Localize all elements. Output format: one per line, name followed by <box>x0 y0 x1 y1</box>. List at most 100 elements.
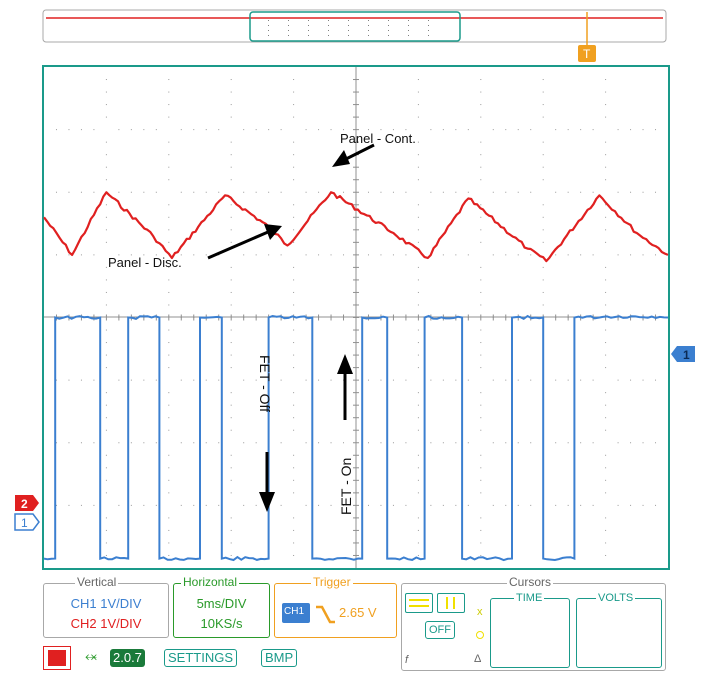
grid-dot <box>231 229 232 230</box>
ch1-scale[interactable]: CH1 1V/DIV <box>45 596 167 611</box>
grid-dot <box>156 129 157 130</box>
grid-dot <box>193 129 194 130</box>
grid-dot <box>405 192 406 193</box>
overview-dot <box>368 30 369 31</box>
samplerate-value[interactable]: 10KS/s <box>175 616 268 631</box>
grid-dot <box>206 254 207 255</box>
grid-dot <box>543 154 544 155</box>
grid-dot <box>443 505 444 506</box>
grid-dot <box>131 380 132 381</box>
grid-dot <box>630 442 631 443</box>
stop-button[interactable] <box>43 646 71 670</box>
overview-dot <box>368 20 369 21</box>
grid-dot <box>593 192 594 193</box>
grid-dot <box>455 129 456 130</box>
grid-dot <box>418 355 419 356</box>
grid-dot <box>118 129 119 130</box>
grid-dot <box>455 380 456 381</box>
vertical-cursor-toggle[interactable] <box>437 593 465 613</box>
grid-dot <box>56 254 57 255</box>
ch1-right-marker-label: 1 <box>683 348 690 362</box>
grid-dot <box>593 129 594 130</box>
trigger-marker-label: T <box>583 47 591 61</box>
trigger-level[interactable]: 2.65 V <box>339 605 377 620</box>
overview-dot <box>288 35 289 36</box>
grid-dot <box>418 430 419 431</box>
grid-dot <box>168 167 169 168</box>
trigger-marker[interactable]: T <box>578 45 596 62</box>
trigger-source-button[interactable]: CH1 <box>282 603 310 623</box>
grid-dot <box>293 405 294 406</box>
usb-icon: ⬾ <box>85 648 97 665</box>
grid-dot <box>443 254 444 255</box>
grid-dot <box>543 142 544 143</box>
grid-dot <box>93 254 94 255</box>
ch2-scale[interactable]: CH2 1V/DIV <box>45 616 167 631</box>
grid-dot <box>156 380 157 381</box>
grid-dot <box>168 480 169 481</box>
ch1-right-marker[interactable]: 1 <box>671 346 695 362</box>
grid-dot <box>231 392 232 393</box>
horizontal-cursor-toggle[interactable] <box>405 593 433 613</box>
overview-dot <box>348 20 349 21</box>
settings-button[interactable]: SETTINGS <box>164 649 237 667</box>
grid-dot <box>293 267 294 268</box>
grid-dot <box>418 79 419 80</box>
grid-dot <box>106 492 107 493</box>
grid-dot <box>493 192 494 193</box>
grid-dot <box>168 355 169 356</box>
grid-dot <box>231 480 232 481</box>
grid-dot <box>543 117 544 118</box>
grid-dot <box>231 142 232 143</box>
grid-dot <box>231 405 232 406</box>
grid-dot <box>231 417 232 418</box>
grid-dot <box>568 505 569 506</box>
grid-dot <box>405 505 406 506</box>
grid-dot <box>630 380 631 381</box>
grid-dot <box>293 179 294 180</box>
grid-dot <box>106 455 107 456</box>
bmp-button[interactable]: BMP <box>261 649 297 667</box>
grid-dot <box>68 505 69 506</box>
grid-dot <box>231 204 232 205</box>
overview-bar[interactable] <box>43 10 666 48</box>
grid-dot <box>593 254 594 255</box>
grid-dot <box>293 229 294 230</box>
grid-dot <box>168 555 169 556</box>
grid-dot <box>56 129 57 130</box>
grid-dot <box>418 392 419 393</box>
grid-dot <box>493 505 494 506</box>
grid-dot <box>68 192 69 193</box>
grid-dot <box>106 204 107 205</box>
grid-dot <box>530 254 531 255</box>
grid-dot <box>655 192 656 193</box>
grid-dot <box>118 380 119 381</box>
grid-dot <box>543 279 544 280</box>
timebase-value[interactable]: 5ms/DIV <box>175 596 268 611</box>
grid-dot <box>168 405 169 406</box>
grid-dot <box>418 492 419 493</box>
grid-dot <box>181 380 182 381</box>
cursors-off-button[interactable]: OFF <box>425 621 455 639</box>
grid-dot <box>518 192 519 193</box>
usb-version-badge: 2.0.7 <box>110 649 145 667</box>
grid-dot <box>480 167 481 168</box>
grid-dot <box>256 192 257 193</box>
grid-dot <box>81 254 82 255</box>
ch1-marker[interactable]: 1 <box>15 514 39 530</box>
grid-dot <box>331 442 332 443</box>
grid-dot <box>256 380 257 381</box>
grid-dot <box>643 505 644 506</box>
grid-dot <box>343 129 344 130</box>
grid-dot <box>106 542 107 543</box>
grid-dot <box>368 129 369 130</box>
overview-dot <box>428 30 429 31</box>
grid-dot <box>81 129 82 130</box>
grid-dot <box>480 455 481 456</box>
grid-dot <box>206 505 207 506</box>
grid-dot <box>480 542 481 543</box>
grid-dot <box>480 405 481 406</box>
grid-dot <box>543 92 544 93</box>
ch2-marker[interactable]: 2 <box>15 495 39 511</box>
